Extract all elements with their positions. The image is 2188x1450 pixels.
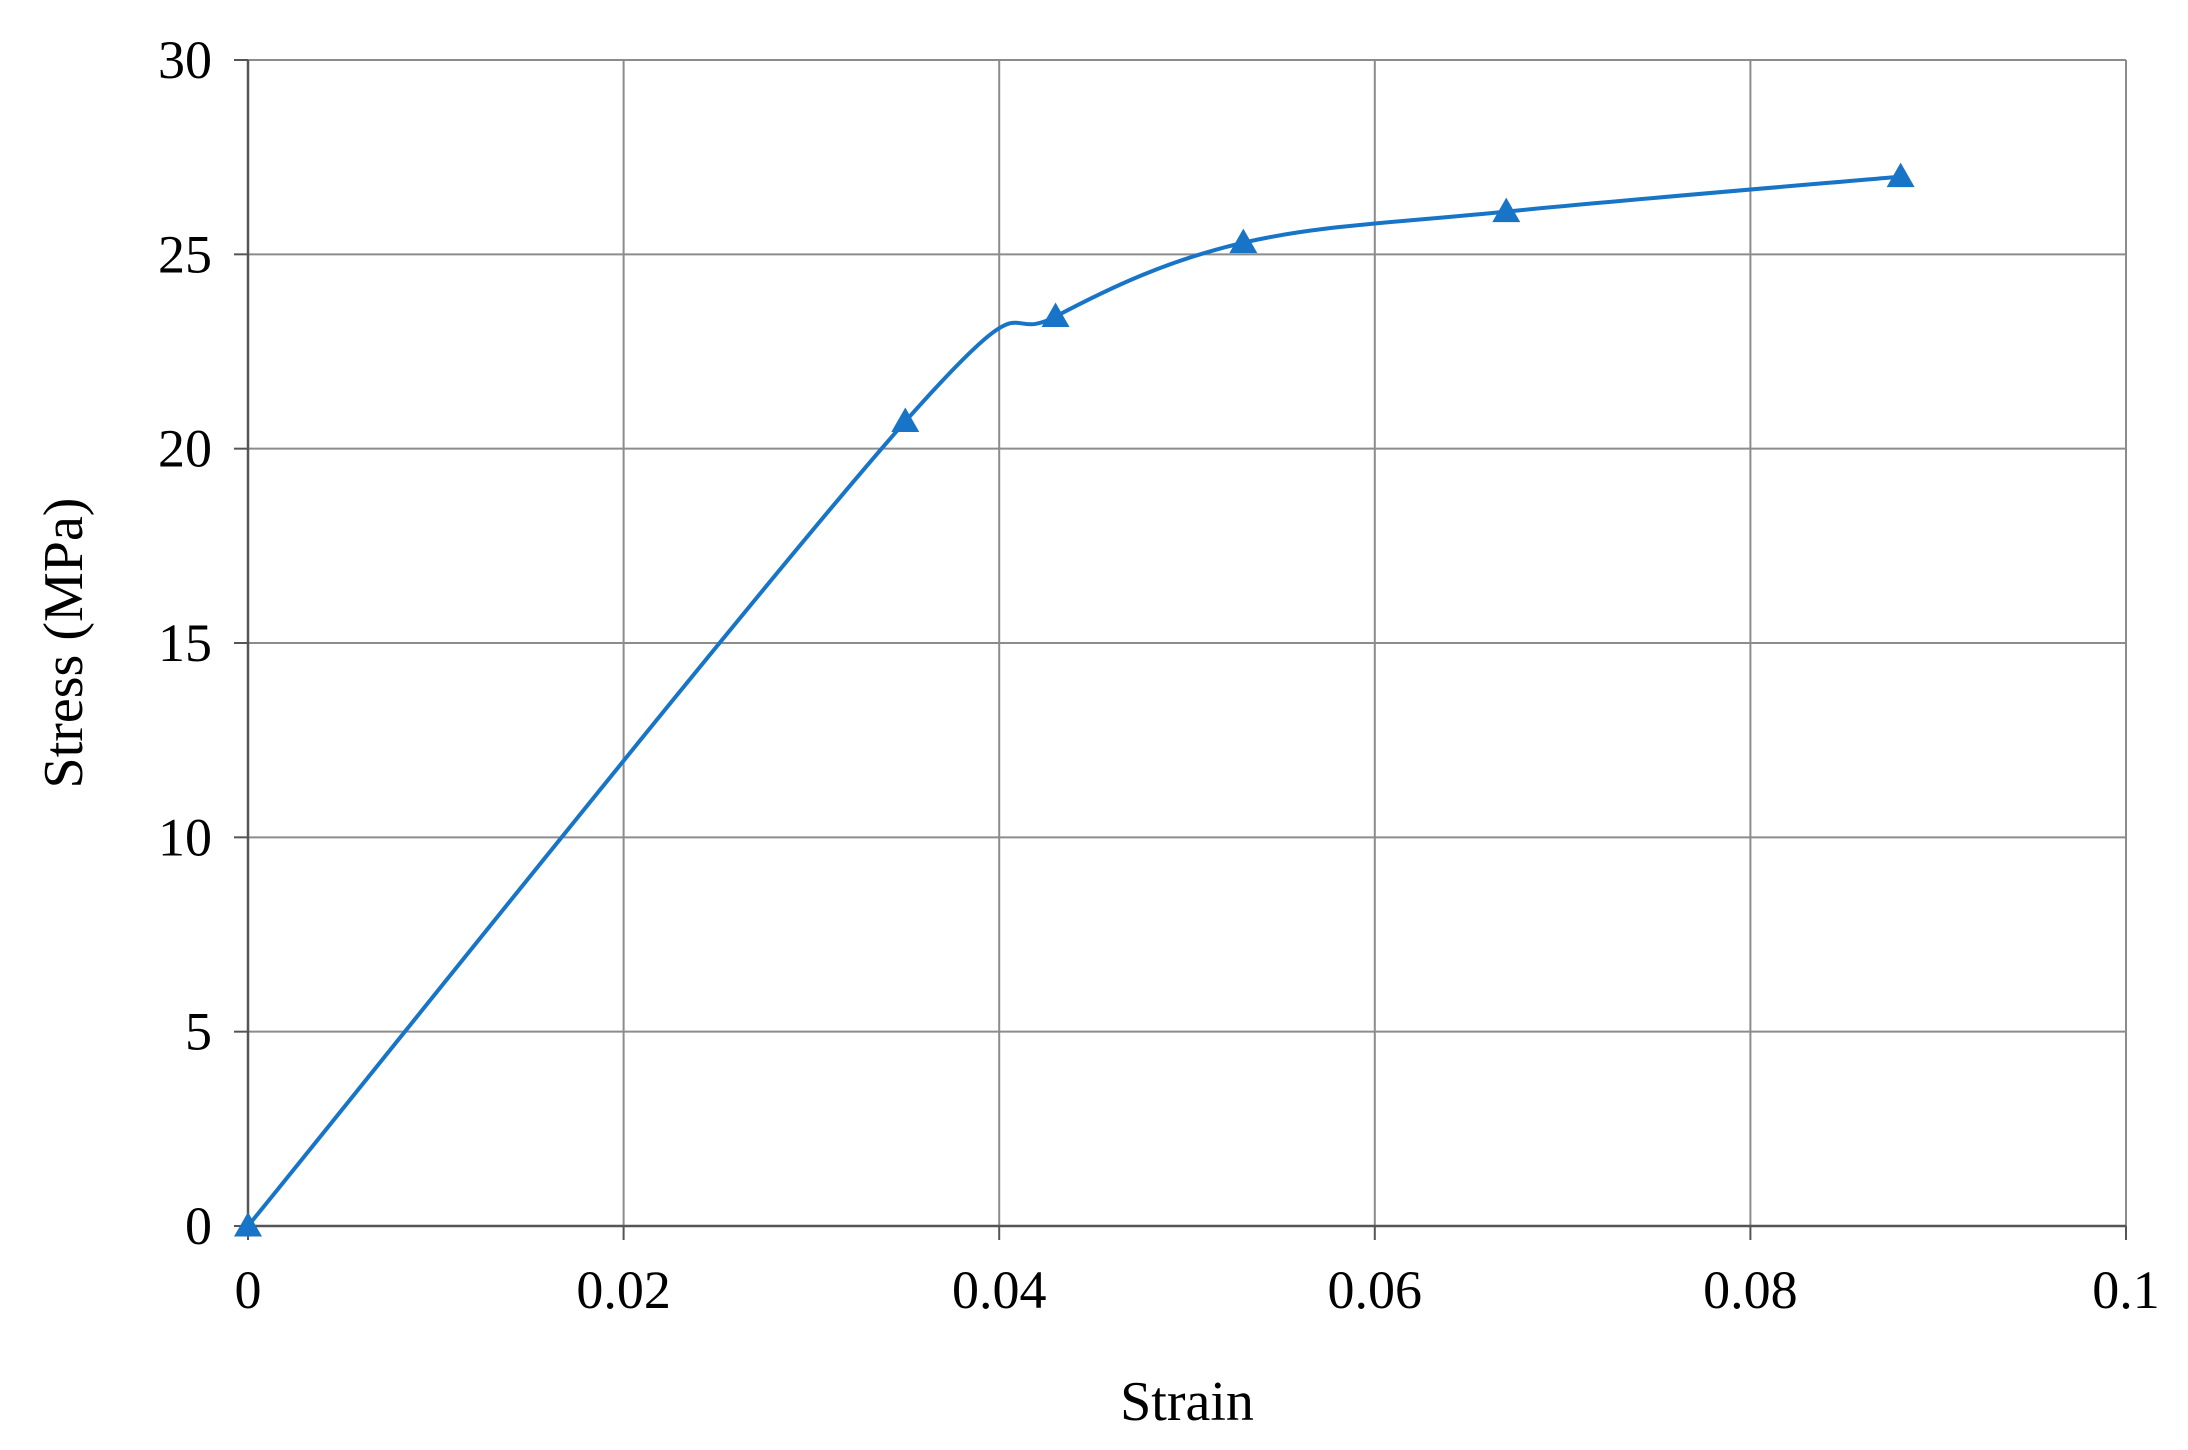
x-axis-title: Strain xyxy=(1120,1371,1254,1433)
y-tick-label: 30 xyxy=(158,30,212,90)
y-tick-label: 0 xyxy=(185,1196,212,1256)
x-tick-label: 0.08 xyxy=(1703,1260,1798,1320)
y-tick-label: 20 xyxy=(158,419,212,479)
grid xyxy=(248,59,2127,1226)
x-tick-label: 0.1 xyxy=(2092,1260,2160,1320)
data-point-marker xyxy=(234,1212,262,1237)
x-tick-label: 0.06 xyxy=(1328,1260,1423,1320)
x-tick-label: 0 xyxy=(235,1260,262,1320)
axes xyxy=(234,59,2127,1240)
series-line xyxy=(246,174,1901,1228)
x-tick-label: 0.02 xyxy=(576,1260,671,1320)
y-tick-label: 10 xyxy=(158,807,212,867)
data-point-marker xyxy=(1886,162,1915,188)
data-point-marker xyxy=(1041,302,1070,328)
tick-labels: 0 0.02 0.04 0.06 0.08 0.1 0 5 10 15 20 25 30 xyxy=(158,30,2160,1320)
data-markers xyxy=(234,162,1915,1237)
y-tick-label: 5 xyxy=(185,1002,212,1062)
data-point-marker xyxy=(1492,197,1521,223)
y-axis-title: Stress (MPa) xyxy=(33,498,95,789)
data-point-marker xyxy=(891,407,920,432)
data-point-marker xyxy=(1229,228,1258,254)
y-tick-label: 15 xyxy=(158,613,212,673)
x-tick-label: 0.04 xyxy=(952,1260,1047,1320)
y-tick-label: 25 xyxy=(158,224,212,284)
